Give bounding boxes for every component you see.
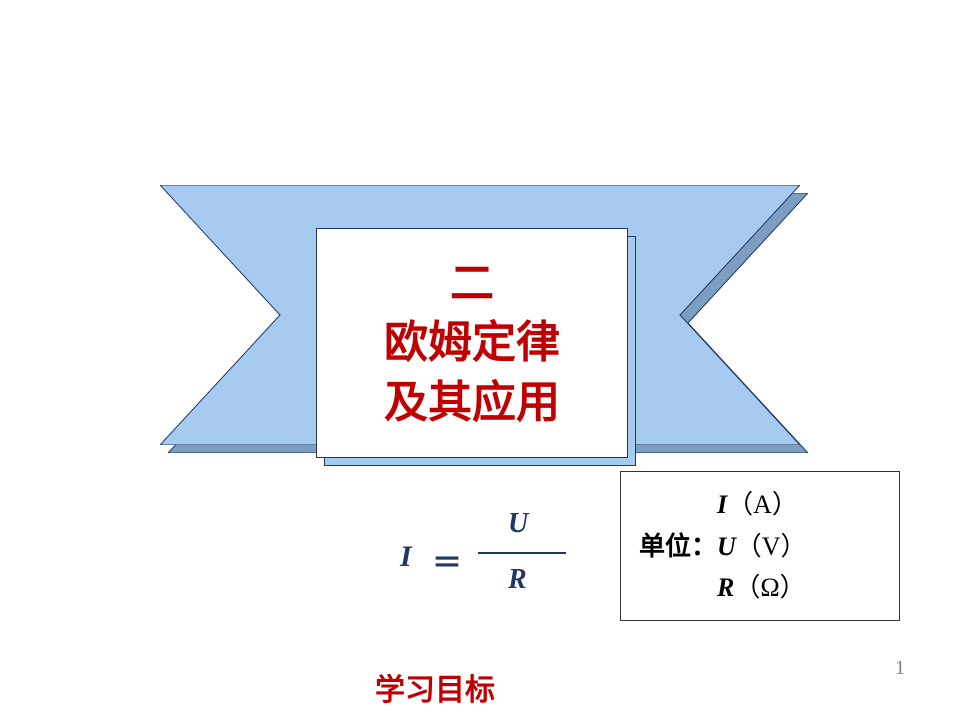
formula-R: R [508, 564, 527, 596]
formula-U: U [508, 508, 528, 540]
ohms-law-formula: I ＝ U R [400, 508, 620, 608]
formula-equals: ＝ [432, 538, 462, 582]
units-box: I（A） 单位： U（V） R（Ω） [620, 471, 900, 621]
title-box: 二 欧姆定律 及其应用 [316, 228, 628, 458]
learning-target: 学习目标 [375, 665, 495, 709]
unit-row-R: R（Ω） [717, 567, 881, 609]
formula-I: I [400, 540, 412, 574]
title-line-3: 及其应用 [384, 373, 560, 432]
unit-row-I: I（A） [717, 484, 881, 526]
title-line-2: 欧姆定律 [384, 313, 560, 372]
page-number: 1 [895, 657, 905, 680]
unit-row-U: 单位： U（V） [639, 526, 881, 568]
title-line-1: 二 [450, 254, 494, 313]
units-label: 单位： [639, 526, 717, 568]
fraction-bar [478, 552, 566, 554]
